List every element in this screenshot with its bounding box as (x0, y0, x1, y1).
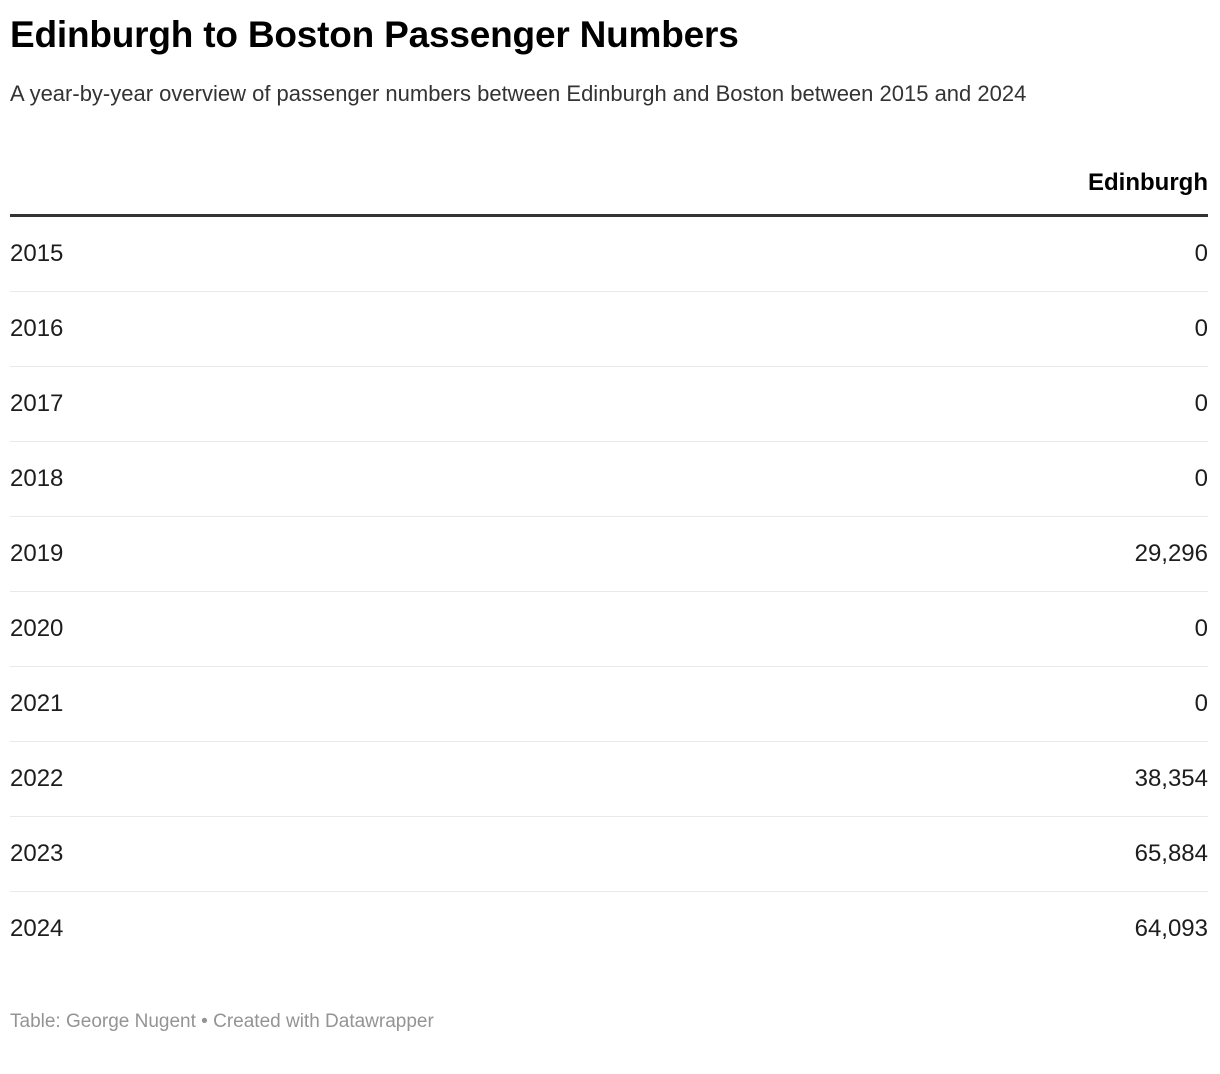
page-title: Edinburgh to Boston Passenger Numbers (10, 14, 739, 55)
passenger-count-cell: 38,354 (609, 741, 1208, 817)
table-body: 2015 0 2016 0 2017 0 2018 0 2019 29,296 2020 0 2021 0… (10, 216, 1208, 967)
table-row: 2020 0 (10, 591, 1208, 667)
passenger-count-cell: 0 (609, 441, 1208, 517)
attribution-footer: Table: George Nugent • Created with Data… (10, 1011, 434, 1033)
table-row: 2023 65,884 (10, 816, 1208, 892)
year-cell: 2016 (10, 291, 609, 367)
table-header-row: Edinburgh (10, 148, 1208, 218)
passenger-numbers-table: Edinburgh 2015 0 2016 0 2017 0 2018 0 2019 29,296… (10, 148, 1208, 967)
passenger-count-cell: 29,296 (609, 516, 1208, 592)
year-cell: 2023 (10, 816, 609, 892)
year-cell: 2020 (10, 591, 609, 667)
year-cell: 2022 (10, 741, 609, 817)
passenger-count-cell: 65,884 (609, 816, 1208, 892)
table-row: 2021 0 (10, 666, 1208, 742)
table-row: 2024 64,093 (10, 891, 1208, 967)
table-row: 2015 0 (10, 216, 1208, 292)
year-cell: 2018 (10, 441, 609, 517)
edinburgh-column-header: Edinburgh (609, 148, 1208, 218)
year-cell: 2019 (10, 516, 609, 592)
year-cell: 2015 (10, 240, 64, 268)
passenger-count-cell: 0 (609, 291, 1208, 367)
passenger-count-cell: 0 (609, 591, 1208, 667)
table-row: 2018 0 (10, 441, 1208, 517)
table-header: Edinburgh (10, 148, 1208, 218)
passenger-count-cell: 0 (609, 366, 1208, 442)
table-row: 2016 0 (10, 291, 1208, 367)
passenger-count-cell: 0 (609, 666, 1208, 742)
passenger-count-cell: 0 (1194, 240, 1208, 268)
table-row: 2017 0 (10, 366, 1208, 442)
year-cell: 2021 (10, 666, 609, 742)
passenger-count-cell: 64,093 (609, 891, 1208, 967)
table-row: 2022 38,354 (10, 741, 1208, 817)
year-column-header (10, 148, 609, 218)
table-row: 2019 29,296 (10, 516, 1208, 592)
year-cell: 2024 (10, 891, 609, 967)
page-subtitle: A year-by-year overview of passenger num… (10, 81, 1027, 107)
year-cell: 2017 (10, 366, 609, 442)
